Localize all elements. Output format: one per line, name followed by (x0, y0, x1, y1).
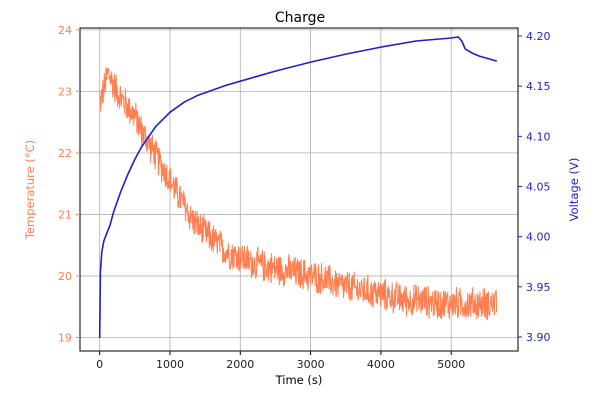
y-left-axis-label: Temperature (°C) (23, 140, 37, 240)
x-tick-label: 2000 (226, 358, 254, 371)
x-axis-label: Time (s) (275, 373, 323, 387)
y-left-tick-label: 23 (58, 85, 72, 98)
y-left-tick-label: 21 (58, 208, 72, 221)
y-right-tick-label: 4.00 (526, 231, 551, 244)
plot-frame (79, 27, 519, 352)
x-tick-label: 0 (96, 358, 103, 371)
y-left-axis-ticks: 19 20 21 22 23 24 (58, 24, 80, 344)
x-axis-ticks: 0 1000 2000 3000 4000 5000 (96, 351, 465, 371)
y-right-tick-label: 3.90 (526, 331, 551, 344)
y-left-tick-label: 22 (58, 147, 72, 160)
temperature-line (99, 67, 498, 321)
voltage-line (98, 36, 498, 339)
temperature-series (99, 67, 498, 321)
y-left-tick-label: 19 (58, 331, 72, 344)
voltage-series (98, 36, 498, 339)
x-tick-label: 5000 (437, 358, 465, 371)
x-tick-label: 1000 (156, 358, 184, 371)
y-right-tick-label: 3.95 (526, 281, 551, 294)
y-left-tick-label: 20 (58, 270, 72, 283)
y-right-tick-label: 4.05 (526, 180, 551, 193)
y-left-tick-label: 24 (58, 24, 72, 37)
x-tick-label: 4000 (367, 358, 395, 371)
y-right-tick-label: 4.10 (526, 130, 551, 143)
y-right-tick-label: 4.15 (526, 80, 551, 93)
chart-title: Charge (275, 10, 325, 26)
x-tick-label: 3000 (297, 358, 325, 371)
y-right-tick-label: 4.20 (526, 30, 551, 43)
y-right-axis-ticks: 3.90 3.95 4.00 4.05 4.10 4.15 4.20 (518, 30, 551, 344)
y-right-axis-label: Voltage (V) (567, 158, 581, 222)
